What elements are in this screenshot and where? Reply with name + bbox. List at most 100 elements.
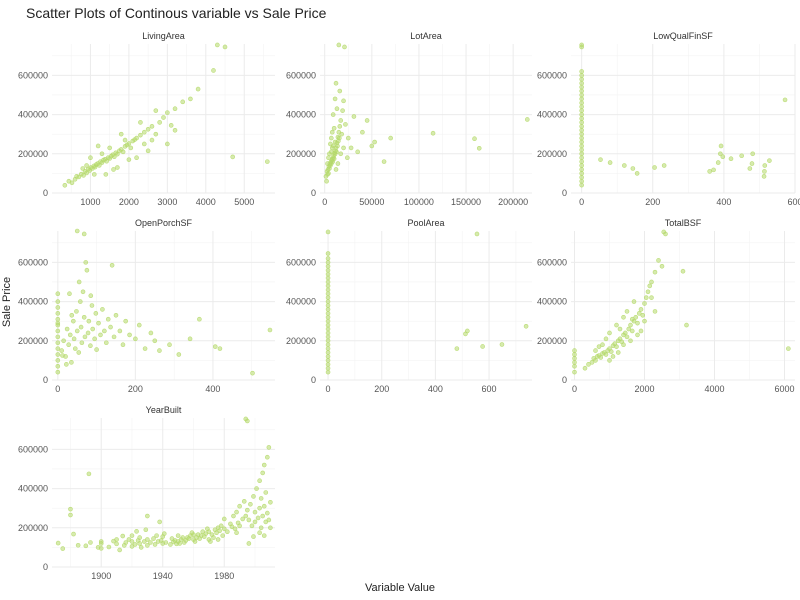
data-point: [248, 501, 253, 507]
data-point: [579, 171, 584, 176]
data-point: [718, 151, 723, 157]
data-point: [221, 516, 227, 522]
data-point: [98, 546, 104, 551]
data-point: [133, 336, 138, 342]
data-point: [633, 314, 639, 320]
data-point: [260, 470, 265, 476]
data-point: [652, 309, 658, 314]
y-tick-label: 600000: [18, 257, 48, 267]
data-point: [345, 155, 350, 161]
data-point: [76, 279, 82, 285]
data-point: [325, 326, 331, 332]
data-point: [628, 322, 633, 328]
data-point: [83, 543, 89, 549]
data-point: [643, 295, 649, 300]
data-point: [64, 362, 69, 367]
data-point: [83, 260, 89, 265]
data-point: [93, 311, 99, 316]
data-point: [638, 307, 644, 312]
data-point: [372, 139, 377, 145]
x-tick-label: 200: [128, 384, 143, 394]
data-point: [265, 454, 270, 460]
data-point: [55, 320, 61, 326]
data-point: [340, 108, 345, 113]
data-point: [74, 309, 79, 314]
data-point: [220, 533, 226, 538]
data-point: [117, 547, 122, 553]
data-point: [145, 543, 150, 548]
data-point: [260, 513, 265, 519]
data-point: [237, 523, 242, 529]
data-point: [114, 541, 119, 547]
data-point: [325, 307, 331, 312]
data-point: [129, 539, 135, 544]
data-point: [266, 517, 272, 523]
y-tick-label: 200000: [537, 336, 567, 346]
data-point: [329, 129, 335, 135]
data-point: [523, 323, 529, 329]
data-point: [630, 166, 636, 171]
data-point: [212, 344, 218, 349]
data-point: [109, 263, 115, 268]
data-point: [579, 116, 584, 121]
data-point: [684, 322, 689, 328]
data-point: [465, 328, 470, 334]
data-point: [252, 509, 258, 515]
data-point: [221, 526, 227, 532]
data-point: [60, 546, 66, 551]
data-point: [222, 44, 228, 50]
data-point: [325, 369, 331, 375]
data-point: [635, 332, 640, 338]
y-axis-title: Sale Price: [1, 276, 13, 328]
data-point: [579, 69, 584, 74]
data-point: [325, 279, 331, 285]
data-point: [761, 174, 767, 179]
data-point: [334, 106, 340, 111]
data-point: [91, 172, 97, 177]
data-point: [148, 540, 153, 545]
y-tick-label: 0: [43, 188, 48, 198]
data-point: [62, 182, 68, 188]
data-point: [325, 271, 331, 277]
data-point: [381, 159, 387, 164]
data-point: [430, 130, 436, 136]
data-point: [782, 97, 788, 103]
y-tick-label: 600000: [18, 444, 48, 454]
x-tick-label: 4000: [196, 197, 216, 207]
data-point: [61, 338, 66, 344]
x-tick-label: 1940: [153, 571, 173, 581]
data-point: [117, 328, 123, 334]
data-point: [579, 120, 584, 125]
data-point: [66, 342, 71, 348]
data-point: [237, 503, 242, 509]
data-point: [607, 358, 612, 363]
data-point: [337, 135, 342, 141]
data-point: [80, 166, 86, 171]
data-point: [55, 369, 61, 375]
data-point: [332, 139, 338, 145]
data-point: [634, 171, 640, 176]
data-point: [145, 148, 151, 154]
data-point: [325, 291, 331, 297]
data-point: [339, 131, 344, 137]
data-point: [145, 513, 150, 519]
data-point: [96, 320, 101, 326]
data-point: [106, 544, 112, 550]
x-tick-label: 1000: [80, 197, 100, 207]
panel-lotarea: LotArea 0 200000 400000 600000 0 50000 100000 15…: [286, 31, 532, 207]
y-tick-label: 0: [311, 375, 316, 385]
data-point: [120, 342, 126, 348]
data-point: [649, 279, 654, 285]
panel-totalbsf: TotalBSF 0 200000 400000 600000 0 2000 4000 6000: [537, 218, 795, 394]
data-point: [579, 42, 584, 48]
data-point: [330, 143, 336, 149]
data-point: [622, 163, 627, 168]
data-point: [331, 126, 337, 131]
data-point: [114, 537, 119, 542]
data-point: [86, 318, 92, 324]
data-point: [261, 503, 267, 509]
data-point: [649, 295, 654, 300]
data-point: [652, 269, 658, 275]
data-point: [251, 494, 256, 499]
data-point: [325, 283, 331, 289]
